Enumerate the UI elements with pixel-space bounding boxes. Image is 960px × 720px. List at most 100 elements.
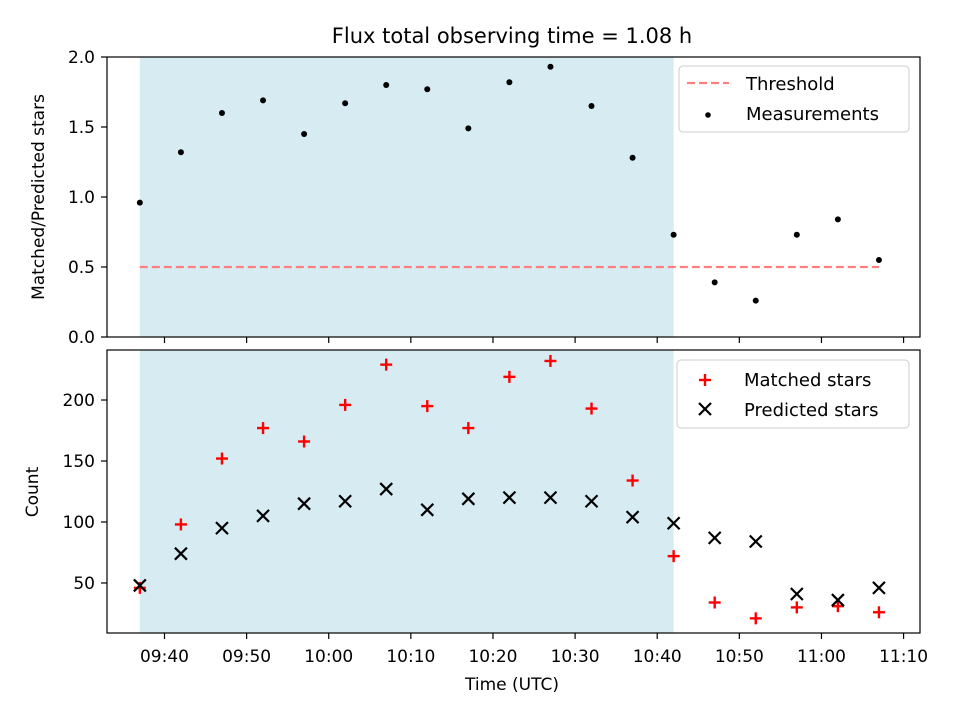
x-tick-label: 11:00 [797,647,846,667]
predicted-stars-point [174,546,188,561]
measurement-point [670,231,677,238]
measurements-series [136,63,882,304]
top-panel: 0.00.51.01.52.0 Matched/Predicted stars … [29,48,921,348]
bottom-y-tick-label: 100 [63,513,95,533]
measurement-point [793,231,800,238]
measurement-point [588,103,595,109]
legend-predicted-swatch [698,402,712,416]
predicted-stars-point [831,593,845,607]
matched-stars-point [421,400,434,413]
predicted-stars-point [748,534,763,549]
measurement-point [260,97,267,104]
matched-stars-point [380,358,393,371]
measurement-point [465,125,472,132]
predicted-stars-point [461,492,476,506]
legend-matched-label: Matched stars [744,370,871,391]
matched-stars-point [749,612,762,625]
bottom-y-tick-label: 50 [73,574,95,594]
predicted-stars-point [543,490,558,505]
predicted-stars-point [379,482,393,496]
predicted-stars-series [133,482,886,607]
predicted-stars-point [625,510,640,524]
measurement-point [301,131,308,137]
legend-measurements-label: Measurements [746,104,879,125]
top-y-tick-label: 2.0 [68,48,95,68]
matched-stars-point [215,452,228,465]
measurement-point [424,86,431,93]
measurement-point [875,257,882,263]
matched-stars-point [339,398,352,411]
measurement-point [342,100,349,107]
legend-predicted-label: Predicted stars [744,400,878,421]
matched-stars-point [667,550,680,563]
matched-stars-point [298,435,311,448]
x-tick-label: 10:40 [633,647,682,667]
top-y-tick-label: 0.5 [68,258,95,278]
measurement-point [177,149,184,156]
bottom-legend: Matched stars Predicted stars [676,359,910,429]
top-y-tick-label: 1.0 [68,188,95,208]
bottom-x-axis: 09:40 09:50 10:00 10:10 10:20 10:30 10:40 10:50… [140,633,928,667]
x-tick-label: 09:40 [140,647,189,667]
legend-threshold-label: Threshold [745,74,835,95]
matched-stars-point [133,581,146,594]
matched-stars-point [872,606,885,619]
predicted-stars-point [707,531,722,545]
top-y-axis-label: Matched/Predicted stars [29,94,49,300]
matched-stars-point [503,370,516,383]
x-tick-label: 11:10 [879,647,928,667]
predicted-stars-point [133,578,147,593]
x-tick-label: 10:00 [304,647,353,667]
bottom-shaded-span [139,350,674,633]
predicted-stars-point [666,516,681,530]
bottom-y-tick-label: 150 [63,452,95,472]
x-tick-label: 10:50 [715,647,764,667]
predicted-stars-point [872,581,886,595]
top-y-tick-label: 0.0 [68,328,95,348]
matched-stars-point [831,600,844,613]
legend-measurements-swatch [705,112,711,118]
legend-matched-swatch [699,374,711,386]
top-y-axis: 0.0 0.5 1.0 1.5 2.0 [68,48,107,348]
predicted-stars-point [584,494,599,509]
matched-stars-point [585,402,598,415]
measurement-point [218,110,225,116]
x-tick-label: 10:30 [551,647,600,667]
predicted-stars-point [502,490,517,505]
predicted-stars-point [790,587,804,601]
predicted-stars-point [297,496,311,511]
measurement-point [629,154,636,161]
measurement-point [834,216,841,223]
top-shaded-span [139,57,674,337]
matched-stars-point [462,422,475,435]
matched-stars-point [257,422,270,435]
top-plot-frame [106,56,921,338]
matched-stars-series [133,354,885,625]
matched-stars-point [626,474,639,487]
bottom-plot-frame [106,349,921,634]
measurement-point [752,297,759,304]
predicted-stars-point [338,494,352,509]
predicted-stars-point [215,521,229,535]
measurement-point [383,82,390,88]
measurement-point [711,279,718,286]
bottom-y-tick-label: 200 [63,391,95,411]
top-legend-box [678,65,910,133]
x-tick-label: 10:20 [468,647,517,667]
measurement-point [136,199,143,206]
matched-stars-point [544,354,557,367]
matched-stars-point [174,518,187,531]
x-axis-label: Time (UTC) [464,675,559,695]
x-tick-label: 09:50 [222,647,271,667]
x-tick-label: 10:10 [386,647,435,667]
matched-stars-point [708,596,721,609]
matched-stars-point [790,601,803,614]
measurement-point [506,79,513,86]
bottom-y-axis: 50 100 150 200 [63,391,107,594]
top-legend: Threshold Measurements [678,65,910,133]
bottom-legend-box [676,359,910,429]
bottom-y-axis-label: Count [23,466,43,517]
top-y-tick-label: 1.5 [68,118,95,138]
chart-title: Flux total observing time = 1.08 h [332,24,692,48]
